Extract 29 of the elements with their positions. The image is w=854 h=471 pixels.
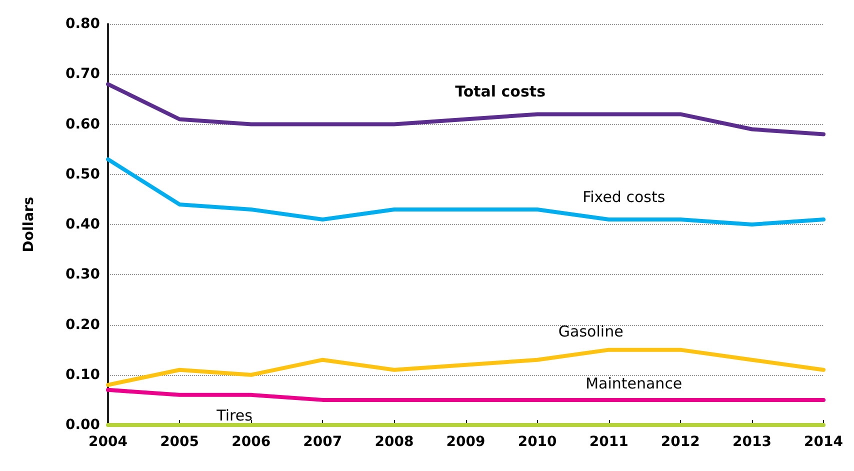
- line-series: [106, 348, 826, 387]
- series-label: Gasoline: [558, 322, 624, 340]
- y-tick-label: 0.50: [65, 166, 100, 182]
- y-tick-label: 0.10: [65, 366, 100, 383]
- series-label: Tires: [216, 406, 253, 424]
- x-tick-label: 2012: [660, 434, 700, 450]
- y-tick-label: 0.30: [65, 266, 100, 283]
- x-tick-label: 2011: [589, 434, 628, 450]
- series-label: Fixed costs: [582, 188, 666, 206]
- x-tick-label: 2004: [88, 434, 128, 450]
- y-tick-label: 0.20: [65, 316, 100, 333]
- x-tick-label: 2010: [518, 434, 558, 450]
- y-tick-label: 0.60: [65, 116, 100, 132]
- x-tick-label: 2008: [374, 434, 414, 450]
- x-tick-label: 2007: [303, 434, 342, 450]
- y-tick-label: 0.80: [65, 16, 100, 32]
- line-series: [106, 157, 826, 226]
- line-series: [106, 82, 826, 136]
- y-tick-label: 0.00: [65, 417, 100, 433]
- y-tick-label: 0.70: [65, 66, 100, 82]
- y-tick-label: 0.40: [65, 216, 100, 232]
- x-tick-label: 2005: [160, 434, 200, 450]
- series-label: Maintenance: [586, 374, 682, 392]
- x-tick-label: 2006: [232, 434, 271, 450]
- x-tick-label: 2014: [804, 434, 844, 450]
- series-label: Total costs: [455, 82, 546, 101]
- y-axis-title: Dollars: [21, 196, 37, 252]
- x-tick-label: 2009: [446, 434, 486, 450]
- x-tick-label: 2013: [732, 434, 772, 450]
